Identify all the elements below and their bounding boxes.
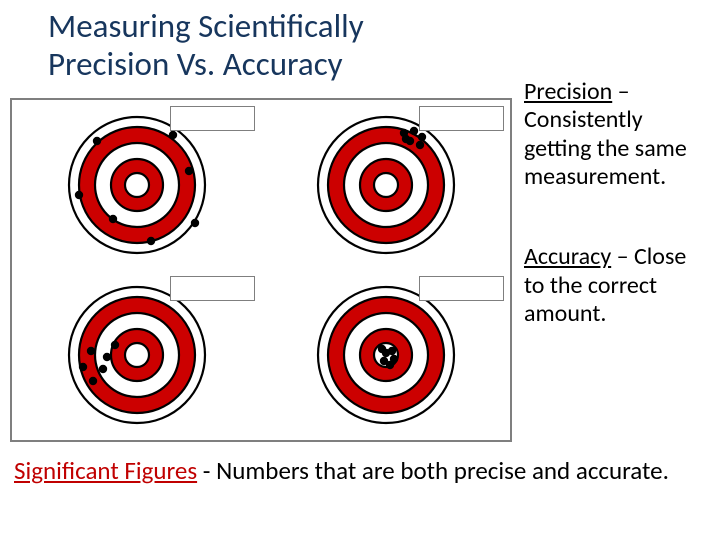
target-label-box xyxy=(170,106,255,131)
target-low-acc-high-prec xyxy=(261,100,510,270)
accuracy-definition: Accuracy – Close to the correct amount. xyxy=(524,243,710,328)
target-high-acc-high-prec xyxy=(261,270,510,440)
precision-dash: – xyxy=(612,77,629,106)
sigfig-definition: Significant Figures - Numbers that are b… xyxy=(14,456,706,486)
title-line-2: Precision Vs. Accuracy xyxy=(48,46,364,84)
precision-term: Precision xyxy=(524,77,612,106)
sigfig-sep: - xyxy=(197,455,216,486)
target-label-box xyxy=(419,276,504,301)
definitions-column: Precision – Consistently getting the sam… xyxy=(524,78,710,380)
targets-panel xyxy=(10,98,512,442)
target-low-acc-low-prec xyxy=(12,100,261,270)
title-line-1: Measuring Scientifically xyxy=(48,8,364,46)
sigfig-text: Numbers that are both precise and accura… xyxy=(216,455,669,486)
precision-definition: Precision – Consistently getting the sam… xyxy=(524,78,710,191)
slide-title: Measuring Scientifically Precision Vs. A… xyxy=(48,8,364,84)
precision-text: Consistently getting the same measuremen… xyxy=(524,105,687,191)
target-label-box xyxy=(419,106,504,131)
sigfig-term: Significant Figures xyxy=(14,455,197,486)
target-high-acc-low-prec xyxy=(12,270,261,440)
accuracy-term: Accuracy xyxy=(524,242,611,271)
target-label-box xyxy=(170,276,255,301)
accuracy-dash: – xyxy=(611,242,634,271)
